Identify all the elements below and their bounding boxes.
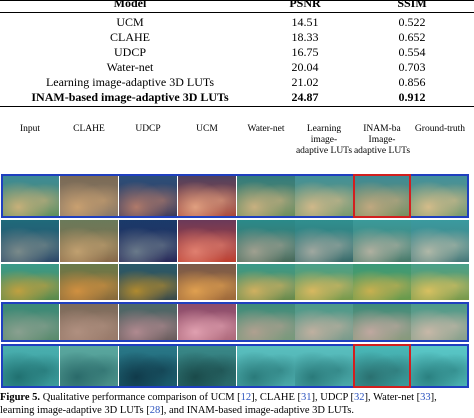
row-model: Learning image-adaptive 3D LUTs xyxy=(45,75,215,89)
row-ssim: 0.554 xyxy=(398,45,426,59)
result-image xyxy=(60,220,118,262)
result-image xyxy=(411,264,469,300)
citation-link[interactable]: 12 xyxy=(240,392,252,403)
result-image xyxy=(60,264,118,300)
caption-text: ], Water-net [ xyxy=(364,392,421,403)
result-image xyxy=(411,344,469,388)
result-image xyxy=(295,174,353,218)
result-image xyxy=(237,220,295,262)
result-image xyxy=(353,344,411,388)
row-psnr: 21.02 xyxy=(291,75,319,89)
table-top-rule xyxy=(0,0,474,1)
result-image xyxy=(60,302,118,342)
col-header: Ground-truth xyxy=(414,124,466,134)
row-model: UDCP xyxy=(113,45,146,59)
col-header: UCM xyxy=(196,124,218,134)
table-header-rule xyxy=(0,12,474,13)
table-row: Learning image-adaptive 3D LUTs 21.02 0.… xyxy=(0,76,474,89)
table-row: Water-net 20.04 0.703 xyxy=(0,61,474,74)
result-image xyxy=(353,174,411,218)
row-ssim: 0.912 xyxy=(398,90,426,104)
result-image xyxy=(353,220,411,262)
result-image xyxy=(1,344,59,388)
result-image xyxy=(60,174,118,218)
result-image xyxy=(295,264,353,300)
result-image xyxy=(237,264,295,300)
table-header-row: Model PSNR SSIM xyxy=(0,0,474,10)
caption-text: learning image-adaptive 3D LUTs [ xyxy=(0,405,150,416)
result-image xyxy=(353,302,411,342)
row-ssim: 0.703 xyxy=(398,60,426,74)
table-row-best: INAM-based image-adaptive 3D LUTs 24.87 … xyxy=(0,91,474,104)
col-header: Input xyxy=(19,124,41,134)
row-model: UCM xyxy=(116,15,144,29)
table-row: CLAHE 18.33 0.652 xyxy=(0,31,474,44)
result-image xyxy=(119,264,177,300)
row-model: Water-net xyxy=(106,60,154,74)
col-header: Water-net xyxy=(247,124,285,134)
image-grid xyxy=(1,174,473,388)
header-model: Model xyxy=(113,0,147,10)
col-header: Learning image- adaptive LUTs xyxy=(295,124,353,156)
citation-link[interactable]: 31 xyxy=(301,392,312,403)
row-model: CLAHE xyxy=(110,30,150,44)
result-image xyxy=(295,344,353,388)
caption-text: ], CLAHE [ xyxy=(251,392,302,403)
result-image xyxy=(178,174,236,218)
row-psnr: 24.87 xyxy=(291,90,319,104)
row-psnr: 16.75 xyxy=(291,45,319,59)
result-image xyxy=(119,302,177,342)
result-image xyxy=(119,174,177,218)
caption-label: Figure 5. xyxy=(0,392,41,403)
caption-text: ], UDCP [ xyxy=(311,392,355,403)
result-image xyxy=(60,344,118,388)
result-image xyxy=(411,220,469,262)
row-psnr: 18.33 xyxy=(291,30,319,44)
col-header: UDCP xyxy=(135,124,161,134)
table-row: UDCP 16.75 0.554 xyxy=(0,46,474,59)
row-model: INAM-based image-adaptive 3D LUTs xyxy=(31,90,229,104)
caption-text: Qualitative performance comparison of UC… xyxy=(40,392,241,403)
caption-text: ], and INAM-based image-adaptive 3D LUTs… xyxy=(160,405,354,416)
col-header: INAM-ba Image- adaptive LUTs xyxy=(353,124,411,156)
result-image xyxy=(1,264,59,300)
result-image xyxy=(119,220,177,262)
result-image xyxy=(178,344,236,388)
result-image xyxy=(1,302,59,342)
result-image xyxy=(178,302,236,342)
result-image xyxy=(353,264,411,300)
result-image xyxy=(178,264,236,300)
table-bottom-rule xyxy=(0,106,474,107)
result-image xyxy=(411,302,469,342)
result-image xyxy=(237,302,295,342)
result-image xyxy=(295,302,353,342)
result-image xyxy=(178,220,236,262)
result-image xyxy=(1,220,59,262)
col-header: CLAHE xyxy=(73,124,105,134)
citation-link[interactable]: 28 xyxy=(149,405,161,416)
result-image xyxy=(237,174,295,218)
row-ssim: 0.522 xyxy=(398,15,426,29)
row-ssim: 0.652 xyxy=(398,30,426,44)
result-image xyxy=(411,174,469,218)
result-image xyxy=(237,344,295,388)
row-psnr: 20.04 xyxy=(291,60,319,74)
result-image xyxy=(1,174,59,218)
header-psnr: PSNR xyxy=(289,0,321,10)
citation-link[interactable]: 32 xyxy=(354,392,365,403)
row-psnr: 14.51 xyxy=(291,15,319,29)
row-ssim: 0.856 xyxy=(398,75,426,89)
result-image xyxy=(119,344,177,388)
header-ssim: SSIM xyxy=(397,0,427,10)
figure-caption: Figure 5. Qualitative performance compar… xyxy=(0,391,474,417)
result-image xyxy=(295,220,353,262)
citation-link[interactable]: 33 xyxy=(420,392,431,403)
table-row: UCM 14.51 0.522 xyxy=(0,16,474,29)
caption-text: ], xyxy=(430,392,437,403)
